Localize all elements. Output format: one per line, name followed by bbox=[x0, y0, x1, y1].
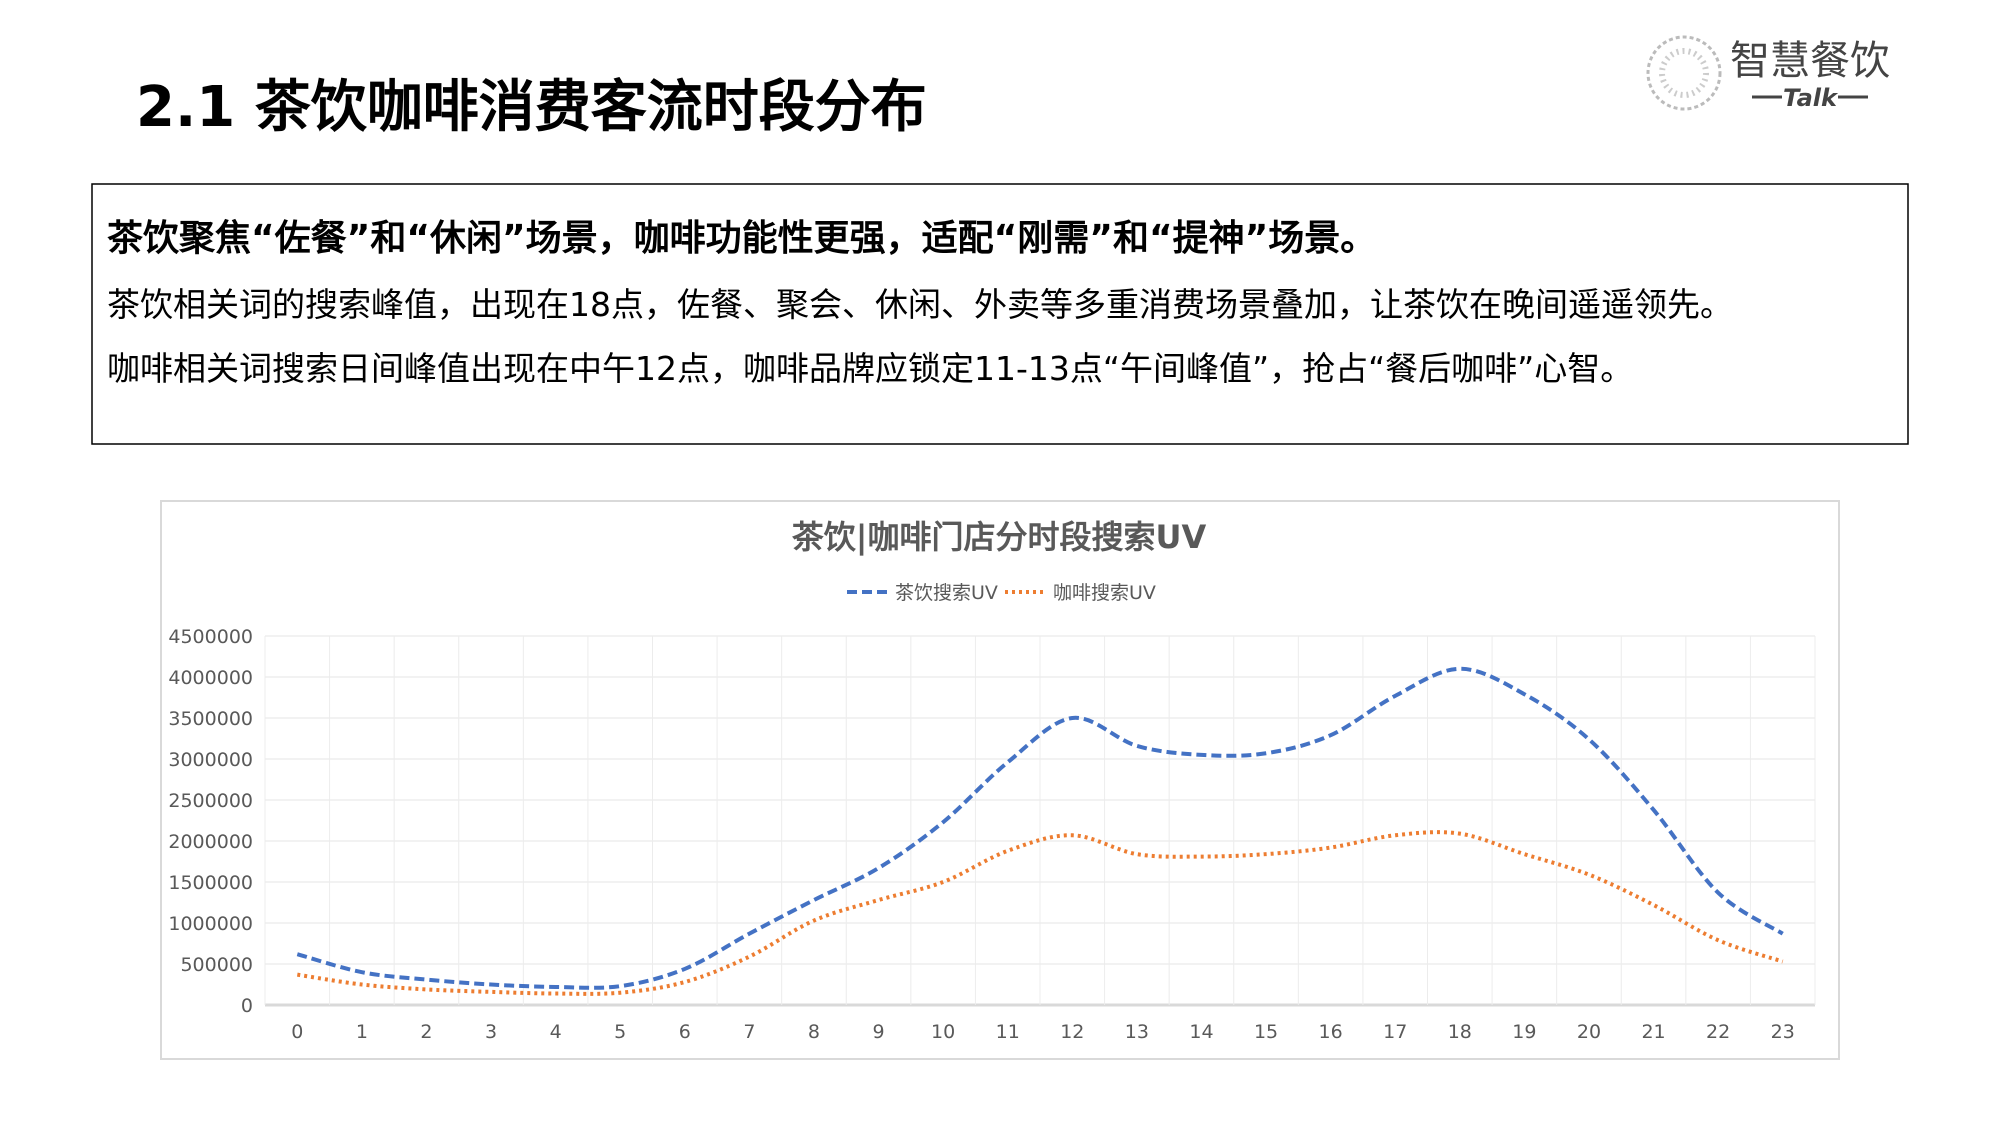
logo: 智慧餐饮 Talk bbox=[1646, 35, 1890, 112]
x-tick-label: 22 bbox=[1706, 1021, 1730, 1043]
x-tick-label: 14 bbox=[1189, 1021, 1213, 1043]
x-tick-label: 7 bbox=[743, 1021, 755, 1043]
x-tick-label: 21 bbox=[1641, 1021, 1665, 1043]
logo-tag: Talk bbox=[1783, 84, 1839, 112]
x-tick-label: 4 bbox=[550, 1021, 562, 1043]
x-tick-label: 8 bbox=[808, 1021, 820, 1043]
x-tick-label: 12 bbox=[1060, 1021, 1084, 1043]
x-tick-label: 3 bbox=[485, 1021, 497, 1043]
x-tick-label: 2 bbox=[420, 1021, 432, 1043]
line-series bbox=[296, 830, 1784, 996]
summary-headline: 茶饮聚焦“佐餐”和“休闲”场景，咖啡功能性更强，适配“刚需”和“提神”场景。 bbox=[107, 218, 1376, 259]
x-tick-label: 5 bbox=[614, 1021, 626, 1043]
x-tick-label: 0 bbox=[291, 1021, 303, 1043]
x-tick-label: 18 bbox=[1448, 1021, 1472, 1043]
legend-label: 茶饮搜索UV bbox=[895, 582, 998, 604]
x-tick-label: 19 bbox=[1512, 1021, 1536, 1043]
summary-box bbox=[91, 183, 1909, 445]
x-tick-label: 1 bbox=[356, 1021, 368, 1043]
slide-title: 2.1 茶饮咖啡消费客流时段分布 bbox=[136, 75, 927, 140]
summary-line: 茶饮相关词的搜索峰值，出现在18点，佐餐、聚会、休闲、外卖等多重消费场景叠加，让… bbox=[107, 285, 1733, 324]
summary-line: 咖啡相关词搜索日间峰值出现在中午12点，咖啡品牌应锁定11-13点“午间峰值”，… bbox=[107, 349, 1633, 388]
y-tick-label: 500000 bbox=[180, 954, 253, 976]
x-tick-label: 15 bbox=[1254, 1021, 1278, 1043]
line-series bbox=[296, 666, 1784, 990]
x-tick-label: 13 bbox=[1125, 1021, 1149, 1043]
y-tick-label: 1500000 bbox=[168, 872, 253, 894]
logo-emblem-inner bbox=[1659, 48, 1709, 98]
y-tick-label: 3000000 bbox=[168, 749, 253, 771]
y-tick-label: 4000000 bbox=[168, 667, 253, 689]
logo-emblem bbox=[1646, 35, 1722, 111]
y-tick-label: 4500000 bbox=[168, 626, 253, 648]
x-tick-label: 6 bbox=[679, 1021, 691, 1043]
x-tick-label: 23 bbox=[1771, 1021, 1795, 1043]
x-tick-label: 11 bbox=[996, 1021, 1020, 1043]
y-tick-label: 1000000 bbox=[168, 913, 253, 935]
chart-frame bbox=[160, 500, 1840, 1060]
logo-name: 智慧餐饮 bbox=[1730, 38, 1890, 84]
x-tick-label: 10 bbox=[931, 1021, 955, 1043]
legend-label: 咖啡搜索UV bbox=[1053, 582, 1156, 604]
y-tick-label: 3500000 bbox=[168, 708, 253, 730]
x-tick-label: 17 bbox=[1383, 1021, 1407, 1043]
y-tick-label: 2000000 bbox=[168, 831, 253, 853]
x-tick-label: 9 bbox=[872, 1021, 884, 1043]
x-tick-label: 20 bbox=[1577, 1021, 1601, 1043]
y-tick-label: 2500000 bbox=[168, 790, 253, 812]
x-tick-label: 16 bbox=[1319, 1021, 1343, 1043]
y-tick-label: 0 bbox=[241, 995, 253, 1017]
chart-title: 茶饮|咖啡门店分时段搜索UV bbox=[792, 518, 1207, 557]
